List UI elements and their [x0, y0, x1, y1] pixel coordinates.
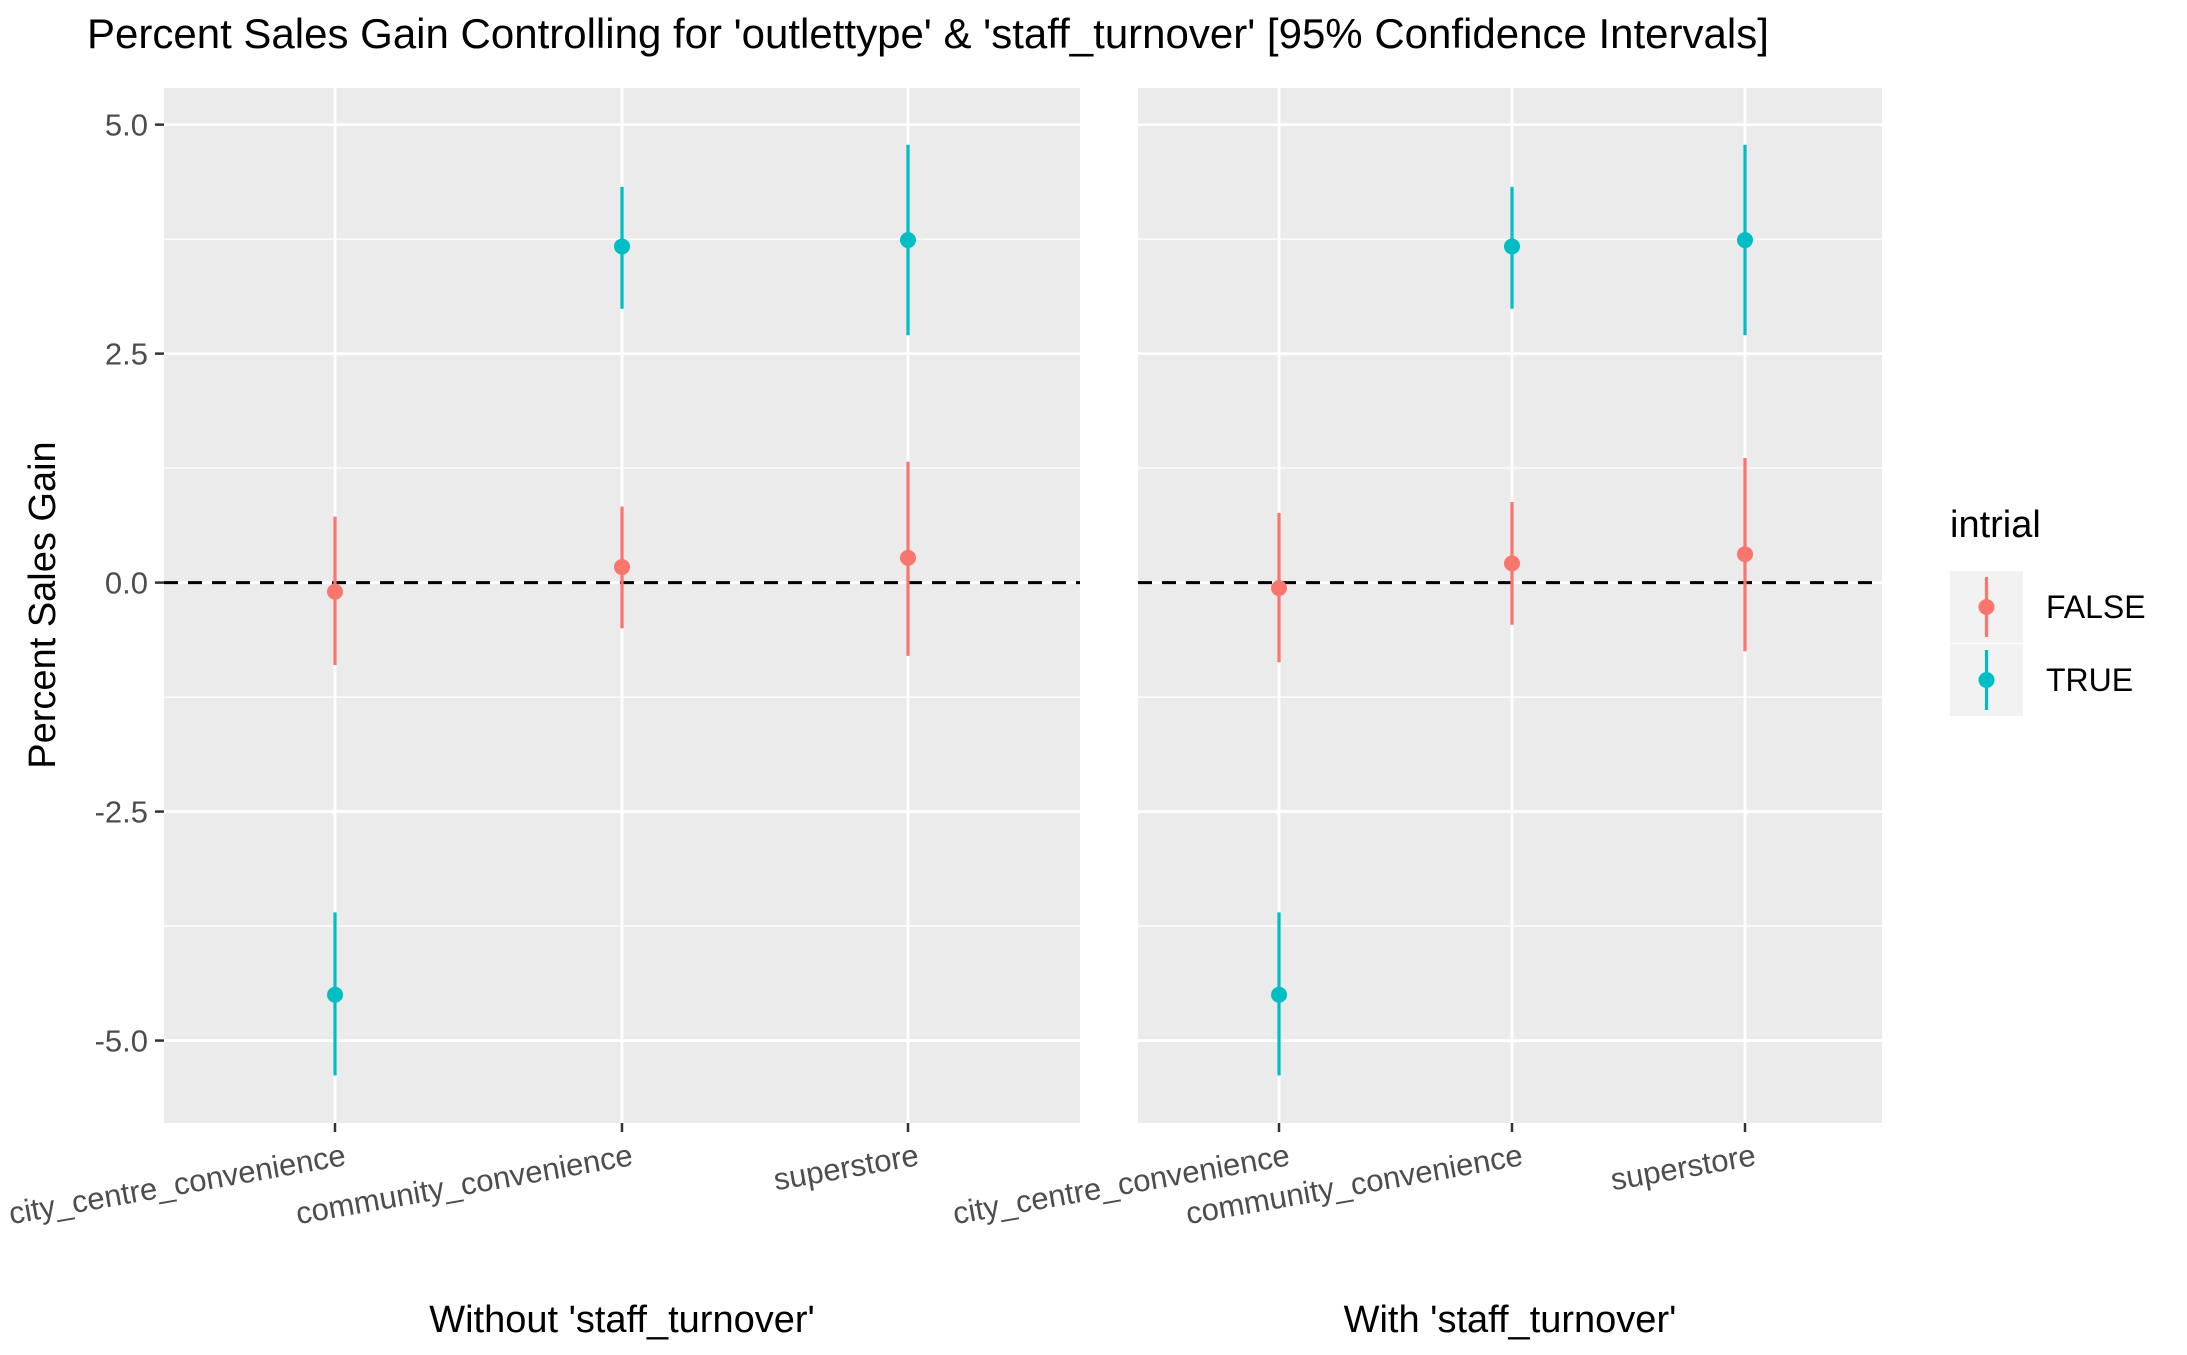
y-tick-label: -2.5 [95, 795, 148, 830]
point-estimate-false [327, 583, 343, 600]
point-estimate-true [900, 232, 916, 249]
y-tick-label: -5.0 [95, 1024, 148, 1059]
panel-background [1138, 88, 1882, 1123]
legend-label: TRUE [2046, 662, 2133, 698]
y-axis-label: Percent Sales Gain [22, 441, 64, 768]
x-tick-label: superstore [771, 1137, 921, 1197]
panel-label: Without 'staff_turnover' [429, 1299, 815, 1341]
y-tick-label: 0.0 [105, 566, 148, 601]
x-tick-label: superstore [1608, 1137, 1758, 1197]
y-tick-label: 5.0 [105, 108, 148, 143]
point-estimate-true [1271, 986, 1287, 1003]
legend-layer: intrial FALSE TRUE [1950, 504, 2146, 716]
legend-title: intrial [1950, 504, 2041, 546]
point-estimate-true [327, 986, 343, 1003]
point-estimate-false [900, 549, 916, 566]
legend-key-point [1978, 599, 1995, 615]
point-estimate-true [1504, 238, 1520, 255]
point-estimate-false [1504, 555, 1520, 572]
chart-title: Percent Sales Gain Controlling for 'outl… [87, 10, 1769, 57]
legend-label: FALSE [2046, 589, 2146, 625]
background-layer [164, 88, 1882, 1123]
point-estimate-false [1271, 580, 1287, 597]
point-estimate-false [614, 559, 630, 576]
y-tick-label: 2.5 [105, 337, 148, 372]
legend-key-point [1978, 672, 1995, 688]
point-estimate-true [1737, 232, 1753, 249]
point-estimate-false [1737, 546, 1753, 563]
panel-label: With 'staff_turnover' [1344, 1299, 1677, 1341]
point-estimate-true [614, 238, 630, 255]
marks-layer [327, 144, 1753, 1076]
